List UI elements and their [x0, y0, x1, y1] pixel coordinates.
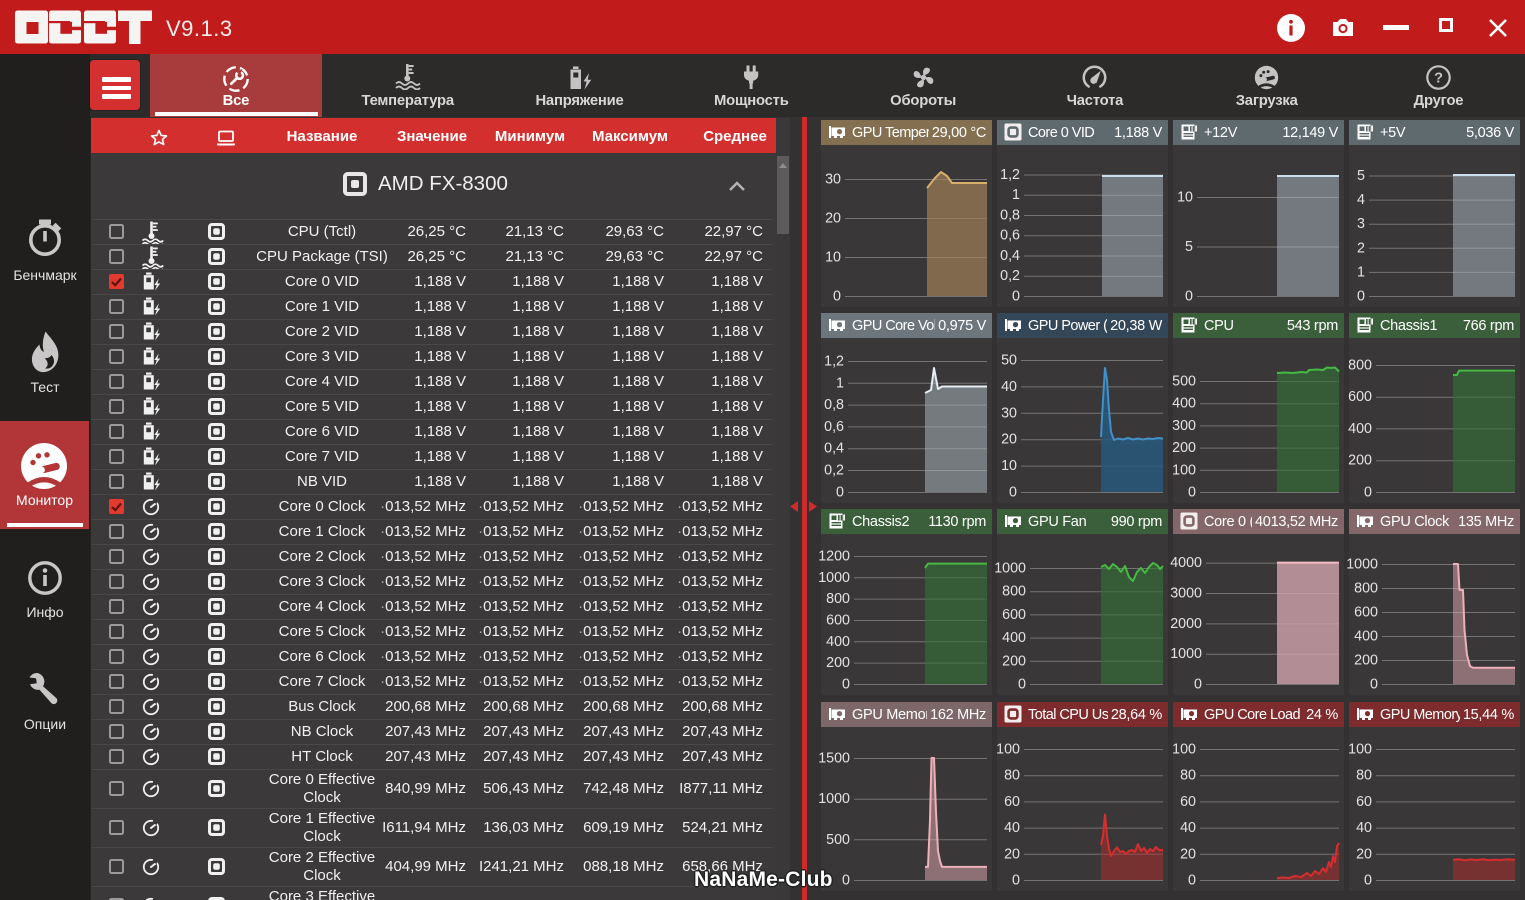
svg-text:10: 10 [1001, 458, 1017, 474]
svg-text:30: 30 [1001, 405, 1017, 421]
svg-text:0: 0 [1009, 485, 1017, 501]
svg-text:20: 20 [1001, 432, 1017, 448]
svg-text:0: 0 [1364, 873, 1372, 889]
svg-text:3: 3 [1357, 216, 1365, 232]
svg-text:50: 50 [1001, 353, 1017, 369]
svg-text:400: 400 [1354, 629, 1378, 645]
svg-text:100: 100 [1348, 742, 1372, 758]
svg-text:600: 600 [1348, 389, 1372, 405]
svg-text:2: 2 [1357, 240, 1365, 256]
svg-text:400: 400 [1002, 630, 1026, 646]
svg-text:80: 80 [1004, 768, 1020, 784]
svg-text:400: 400 [826, 634, 850, 650]
svg-text:0,6: 0,6 [824, 419, 844, 435]
svg-text:800: 800 [1002, 584, 1026, 600]
svg-text:0,4: 0,4 [1000, 248, 1020, 264]
svg-text:0,2: 0,2 [824, 463, 844, 479]
svg-text:300: 300 [1172, 418, 1196, 434]
svg-text:60: 60 [1180, 794, 1196, 810]
svg-text:10: 10 [1177, 190, 1193, 206]
svg-text:0,8: 0,8 [824, 397, 844, 413]
svg-text:500: 500 [826, 832, 850, 848]
svg-text:1000: 1000 [818, 570, 850, 586]
svg-text:?: ? [1434, 71, 1443, 87]
svg-text:2000: 2000 [1170, 616, 1202, 632]
svg-text:60: 60 [1004, 794, 1020, 810]
svg-text:0: 0 [1188, 485, 1196, 501]
svg-text:40: 40 [1004, 820, 1020, 836]
svg-text:1: 1 [1357, 264, 1365, 280]
svg-text:0,4: 0,4 [824, 441, 844, 457]
svg-text:80: 80 [1180, 768, 1196, 784]
svg-text:80: 80 [1356, 768, 1372, 784]
svg-text:400: 400 [1348, 421, 1372, 437]
svg-text:4000: 4000 [1170, 555, 1202, 571]
svg-text:100: 100 [1172, 462, 1196, 478]
svg-text:40: 40 [1356, 820, 1372, 836]
svg-text:0,2: 0,2 [1000, 268, 1020, 284]
svg-text:100: 100 [996, 742, 1020, 758]
svg-text:60: 60 [1356, 794, 1372, 810]
svg-text:200: 200 [1348, 453, 1372, 469]
svg-text:600: 600 [1002, 607, 1026, 623]
svg-text:0: 0 [1018, 677, 1026, 693]
svg-text:5: 5 [1357, 168, 1365, 184]
svg-text:0: 0 [836, 485, 844, 501]
svg-text:0: 0 [833, 289, 841, 305]
svg-text:200: 200 [1172, 440, 1196, 456]
svg-text:200: 200 [1354, 653, 1378, 669]
svg-text:0: 0 [1012, 873, 1020, 889]
svg-text:600: 600 [826, 613, 850, 629]
svg-text:20: 20 [825, 211, 841, 227]
svg-text:1,2: 1,2 [824, 354, 844, 370]
svg-text:0: 0 [1185, 289, 1193, 305]
svg-text:200: 200 [1002, 653, 1026, 669]
svg-text:800: 800 [826, 591, 850, 607]
svg-text:0: 0 [1357, 289, 1365, 305]
svg-text:40: 40 [1001, 379, 1017, 395]
svg-text:4: 4 [1357, 192, 1365, 208]
svg-text:600: 600 [1354, 605, 1378, 621]
svg-text:100: 100 [1172, 742, 1196, 758]
svg-text:20: 20 [1004, 846, 1020, 862]
svg-text:3000: 3000 [1170, 586, 1202, 602]
svg-text:0: 0 [1370, 677, 1378, 693]
svg-text:5: 5 [1185, 239, 1193, 255]
svg-text:200: 200 [826, 655, 850, 671]
svg-text:1,2: 1,2 [1000, 167, 1020, 183]
svg-text:800: 800 [1354, 581, 1378, 597]
svg-text:0,6: 0,6 [1000, 228, 1020, 244]
svg-text:400: 400 [1172, 396, 1196, 412]
svg-text:1000: 1000 [1346, 557, 1378, 573]
svg-text:0: 0 [1194, 677, 1202, 693]
svg-text:0: 0 [1188, 873, 1196, 889]
svg-text:1000: 1000 [1170, 646, 1202, 662]
svg-text:10: 10 [825, 250, 841, 266]
svg-text:1000: 1000 [994, 561, 1026, 577]
svg-text:0,8: 0,8 [1000, 208, 1020, 224]
svg-text:800: 800 [1348, 358, 1372, 374]
svg-text:40: 40 [1180, 820, 1196, 836]
svg-text:20: 20 [1180, 846, 1196, 862]
svg-text:1: 1 [836, 375, 844, 391]
svg-text:1200: 1200 [818, 549, 850, 565]
svg-text:0: 0 [842, 873, 850, 889]
svg-text:1000: 1000 [818, 791, 850, 807]
svg-text:500: 500 [1172, 374, 1196, 390]
svg-text:30: 30 [825, 172, 841, 188]
svg-text:0: 0 [1364, 485, 1372, 501]
svg-text:0: 0 [842, 677, 850, 693]
svg-text:1500: 1500 [818, 751, 850, 767]
svg-text:20: 20 [1356, 846, 1372, 862]
svg-text:1: 1 [1012, 187, 1020, 203]
svg-text:0: 0 [1012, 289, 1020, 305]
